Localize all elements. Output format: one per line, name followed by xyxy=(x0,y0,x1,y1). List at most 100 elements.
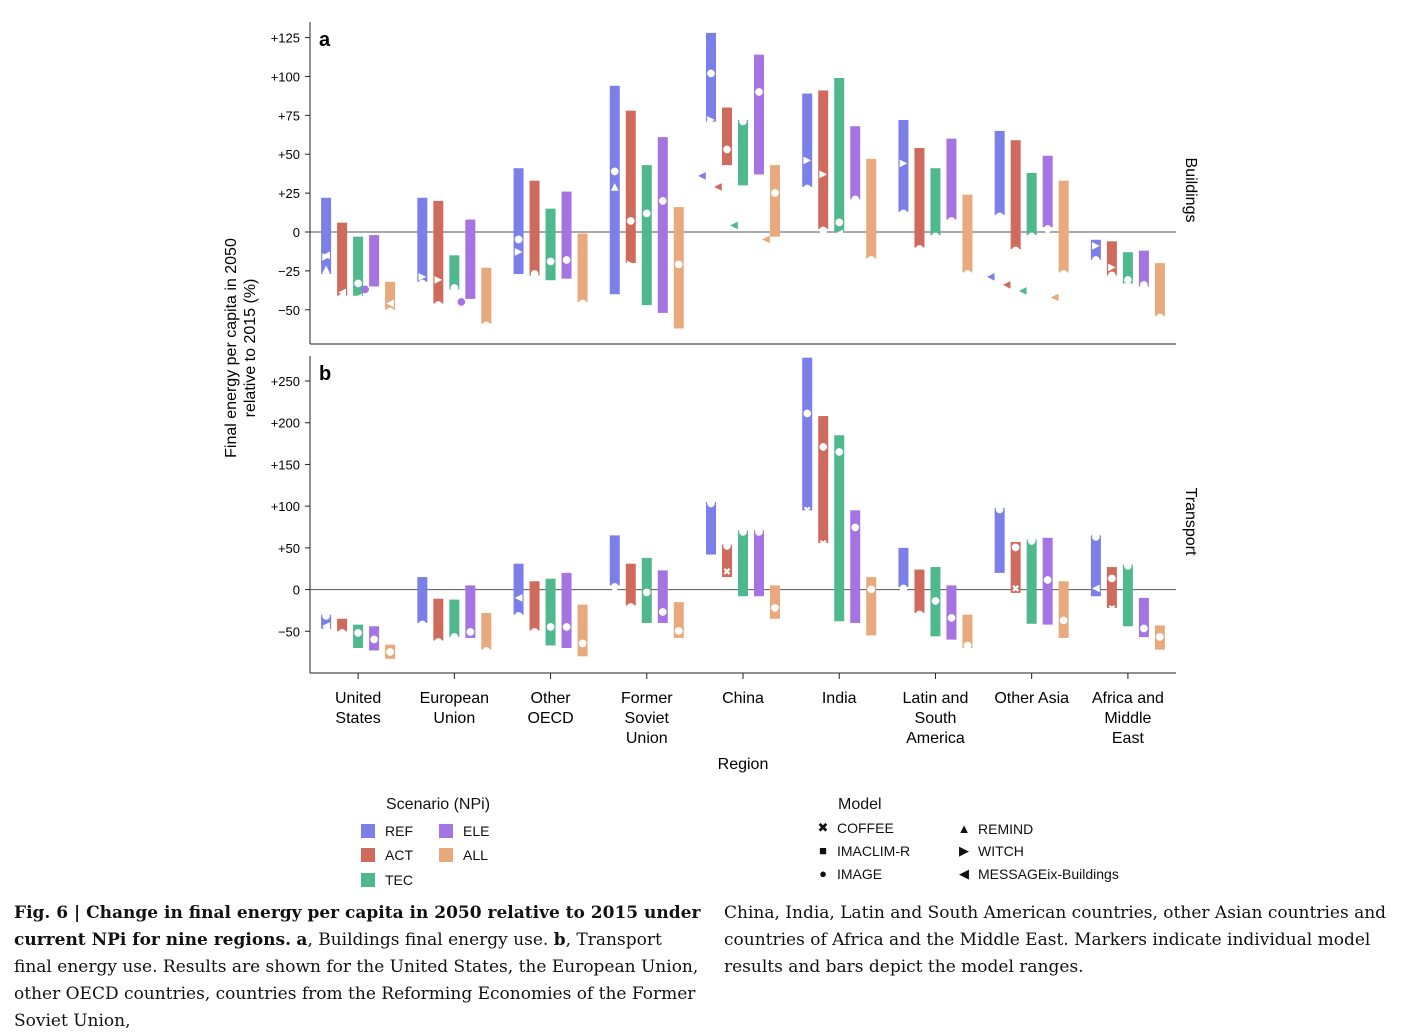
bar-act xyxy=(529,180,540,276)
bar-act xyxy=(818,90,829,229)
bar-act xyxy=(1010,542,1021,593)
marker-image: ● xyxy=(771,188,780,199)
bar-ref xyxy=(994,507,1005,573)
bar-all xyxy=(1058,581,1069,638)
panel-label: a xyxy=(319,29,331,51)
marker-image: ● xyxy=(915,609,924,620)
marker-image: ● xyxy=(610,581,619,592)
marker-witch: ▶ xyxy=(900,158,908,169)
bar-ref xyxy=(706,32,716,122)
bar-ele xyxy=(754,54,764,175)
marker-image: ● xyxy=(1124,561,1133,572)
bar-ref xyxy=(417,577,428,623)
marker-coffee: ✖ xyxy=(1011,584,1019,595)
bar-all xyxy=(481,612,492,650)
bar-act xyxy=(914,569,925,613)
bar-tec xyxy=(738,120,748,186)
marker-image: ● xyxy=(963,640,972,651)
legend-model-remind: REMIND xyxy=(978,821,1034,837)
marker-image: ● xyxy=(819,225,828,236)
bar-act xyxy=(1010,140,1021,250)
marker-image: ● xyxy=(530,626,539,637)
x-axis-label: Region xyxy=(718,756,769,773)
marker-coffee: ✖ xyxy=(819,539,827,550)
marker-coffee: ✖ xyxy=(1108,604,1116,615)
marker-messageix-buildings: ◀ xyxy=(1092,583,1100,594)
marker-image: ● xyxy=(835,446,844,457)
marker-image: ● xyxy=(771,602,780,613)
marker-image: ● xyxy=(867,254,876,265)
legend-glyph-witch: ▶ xyxy=(959,843,969,858)
marker-witch: ▶ xyxy=(627,259,635,270)
marker-image: ● xyxy=(755,526,764,537)
bar-act xyxy=(722,544,732,578)
marker-image: ● xyxy=(658,195,667,206)
marker-image: ● xyxy=(995,504,1004,515)
marker-image: ● xyxy=(642,587,651,598)
marker-image: ● xyxy=(578,638,587,649)
marker-witch: ▶ xyxy=(819,169,827,180)
marker-image: ● xyxy=(386,646,395,657)
x-tick-label: Latin and South America xyxy=(903,690,969,747)
bar-act xyxy=(433,200,444,304)
marker-witch: ▶ xyxy=(1092,240,1100,251)
bar-ref xyxy=(417,197,428,282)
bar-ele xyxy=(561,572,572,648)
model-legend-title: Model xyxy=(838,796,882,813)
legend-glyph-coffee: ✖ xyxy=(817,820,829,835)
x-tick-label: Other Asia xyxy=(994,690,1069,707)
marker-image: ● xyxy=(626,216,635,227)
marker-image: ● xyxy=(707,68,716,79)
bar-ele xyxy=(657,137,668,313)
marker-witch: ▶ xyxy=(707,114,715,125)
marker-image: ● xyxy=(466,626,475,637)
panel-label: b xyxy=(319,363,331,385)
bar-all xyxy=(962,194,973,273)
x-tick-label: Africa and Middle East xyxy=(1092,690,1164,747)
bar-ref xyxy=(321,197,332,274)
marker-image: ● xyxy=(755,86,764,97)
marker-image: ● xyxy=(1108,270,1117,281)
bar-ele xyxy=(946,585,957,640)
legend-glyph-imaclim-r: ■ xyxy=(819,843,827,858)
legend-swatch-all xyxy=(439,848,453,862)
marker-image: ● xyxy=(1011,245,1020,256)
marker-image: ● xyxy=(723,541,732,552)
figure-caption-left: Fig. 6 | Change in final energy per capi… xyxy=(14,900,704,1035)
bar-act xyxy=(337,618,348,632)
marker-image: ● xyxy=(674,259,683,270)
bar-ele xyxy=(465,219,476,299)
bar-act xyxy=(433,598,444,641)
x-tick-label: Former Soviet Union xyxy=(621,690,673,747)
marker-messageix-buildings: ◀ xyxy=(1019,286,1027,297)
bar-all xyxy=(577,233,588,302)
marker-image: ● xyxy=(482,320,491,331)
y-tick-label: +150 xyxy=(271,457,300,472)
x-axis: United States European Union Other OECD Former… xyxy=(335,673,1164,773)
marker-image: ● xyxy=(1027,536,1036,547)
caption-b-label: b xyxy=(553,930,566,950)
marker-image: ● xyxy=(803,408,812,419)
bar-all xyxy=(1058,180,1069,273)
bar-act xyxy=(1106,241,1117,276)
marker-messageix-buildings: ◀ xyxy=(338,287,346,298)
bar-all xyxy=(866,577,877,636)
caption-fig-label: Fig. 6 | Change in final energy per capi… xyxy=(14,903,701,950)
legend-glyph-remind: ▲ xyxy=(957,821,971,836)
legend-label-ele: ELE xyxy=(463,823,490,839)
marker-image: ● xyxy=(1156,312,1165,323)
bar-ele xyxy=(1138,250,1149,287)
bar-all xyxy=(962,614,973,648)
legend-model-imaclim-r: IMACLIM-R xyxy=(837,843,911,859)
bar-ref xyxy=(994,130,1005,215)
y-axis-label: Final energy per capita in 2050 relative … xyxy=(223,238,259,458)
scenario-legend-title: Scenario (NPi) xyxy=(386,796,491,813)
marker-remind: ▲ xyxy=(611,181,619,192)
panel-name: Transport xyxy=(1182,488,1199,556)
panel-name: Buildings xyxy=(1182,158,1199,223)
bar-tec xyxy=(545,208,556,281)
marker-witch: ▶ xyxy=(418,272,426,283)
bar-ele xyxy=(369,626,380,651)
x-tick-label: United States xyxy=(335,690,381,727)
legend-swatch-act xyxy=(361,848,375,862)
